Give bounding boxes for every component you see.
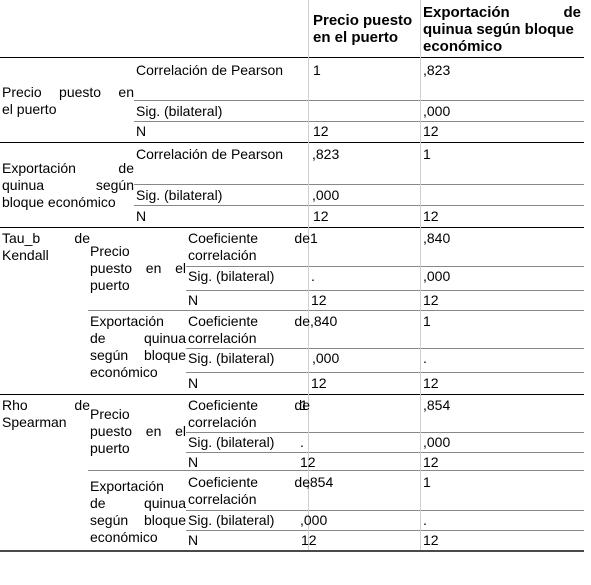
stat-label-coefficient: Coeficiente de correlación — [188, 474, 310, 507]
cell-value: . — [311, 268, 315, 284]
cell-value: ,000 — [423, 103, 451, 119]
cell-value: ,840 — [423, 230, 451, 246]
stat-label-sig: Sig. (bilateral) — [188, 512, 275, 528]
cell-value: 12 — [313, 208, 329, 224]
stat-label-sig: Sig. (bilateral) — [136, 103, 223, 119]
cell-value: 12 — [423, 454, 439, 470]
cell-value: 1 — [423, 313, 431, 329]
stat-label-pearson: Correlación de Pearson — [136, 146, 284, 162]
rule-s1-sig — [186, 432, 584, 433]
method-label-kendall: Tau_b de Kendall — [2, 230, 90, 263]
cell-value: . — [423, 512, 427, 528]
row-label-precio: Precio puesto en el puerto — [2, 84, 134, 117]
cell-value: 1 — [300, 397, 308, 413]
stat-label-n: N — [188, 454, 199, 470]
row-label-exportacion: Exportación de quinua según bloque económi… — [90, 313, 186, 380]
cell-value: ,823 — [423, 62, 451, 78]
cell-value: ,000 — [312, 350, 340, 366]
cell-value: 1 — [423, 146, 431, 162]
stat-label-n: N — [136, 123, 147, 139]
rule-k-mid — [88, 310, 584, 311]
row-label-precio: Precio puesto en el puerto — [90, 406, 186, 456]
header-col2: Exportación de quinua según bloque económ… — [423, 4, 581, 55]
cell-value: ,000 — [300, 512, 328, 528]
cell-value: ,854 — [423, 397, 451, 413]
cell-value: 12 — [301, 532, 317, 548]
stat-label-sig: Sig. (bilateral) — [188, 434, 275, 450]
separator-spearman — [0, 394, 584, 395]
cell-value: ,823 — [312, 146, 340, 162]
header-col1: Precio puesto en el puerto — [313, 12, 413, 46]
stat-label-sig: Sig. (bilateral) — [188, 350, 275, 366]
stat-label-n: N — [188, 375, 199, 391]
cell-value: ,840 — [310, 313, 338, 329]
separator-pearson-precio — [0, 142, 584, 143]
rule-p1-n — [134, 121, 584, 122]
rule-p1-sig — [134, 100, 584, 101]
cell-value: ,000 — [312, 187, 340, 203]
stat-label-coefficient: Coeficiente de correlación — [188, 397, 310, 430]
cell-value: ,854 — [306, 474, 334, 490]
cell-value: 12 — [423, 375, 439, 391]
rule-s2-n — [186, 530, 584, 531]
stat-label-sig: Sig. (bilateral) — [136, 187, 223, 203]
stat-label-n: N — [188, 292, 199, 308]
rule-p2-n — [134, 205, 584, 206]
cell-value: 12 — [311, 292, 327, 308]
cell-value: . — [423, 350, 427, 366]
stat-label-coefficient: Coeficiente de correlación — [188, 230, 310, 263]
col-divider-1 — [308, 0, 309, 550]
cell-value: 12 — [423, 208, 439, 224]
rule-s-mid — [88, 470, 584, 471]
method-label-spearman: Rho de Spearman — [2, 397, 90, 430]
table-bottom-rule — [0, 550, 584, 552]
rule-k2-sig — [186, 348, 584, 349]
cell-value: 1 — [313, 62, 321, 78]
cell-value: ,000 — [423, 268, 451, 284]
header-bottom-rule — [0, 57, 584, 58]
cell-value: . — [300, 434, 304, 450]
stat-label-n: N — [136, 208, 147, 224]
row-label-exportacion: Exportación de quinua según bloque económi… — [2, 160, 134, 210]
cell-value: 12 — [423, 532, 439, 548]
cell-value: 1 — [310, 230, 318, 246]
separator-kendall — [0, 227, 584, 228]
rule-s1-n — [186, 452, 584, 453]
row-label-exportacion: Exportación de quinua según bloque económi… — [90, 478, 186, 545]
cell-value: 12 — [423, 292, 439, 308]
col-divider-2 — [420, 0, 421, 550]
cell-value: 1 — [423, 474, 431, 490]
stat-label-coefficient: Coeficiente de correlación — [188, 313, 310, 346]
cell-value: ,000 — [423, 434, 451, 450]
rule-k2-n — [186, 372, 584, 373]
cell-value: 12 — [423, 123, 439, 139]
cell-value: 12 — [300, 454, 316, 470]
stat-label-sig: Sig. (bilateral) — [188, 268, 275, 284]
stat-label-pearson: Correlación de Pearson — [136, 62, 284, 78]
cell-value: 12 — [313, 123, 329, 139]
row-label-precio: Precio puesto en el puerto — [90, 243, 186, 293]
rule-s2-sig — [186, 510, 584, 511]
rule-p2-sig — [134, 184, 584, 185]
rule-k1-sig — [186, 266, 584, 267]
cell-value: 12 — [311, 375, 327, 391]
rule-k1-n — [186, 290, 584, 291]
stat-label-n: N — [188, 532, 199, 548]
